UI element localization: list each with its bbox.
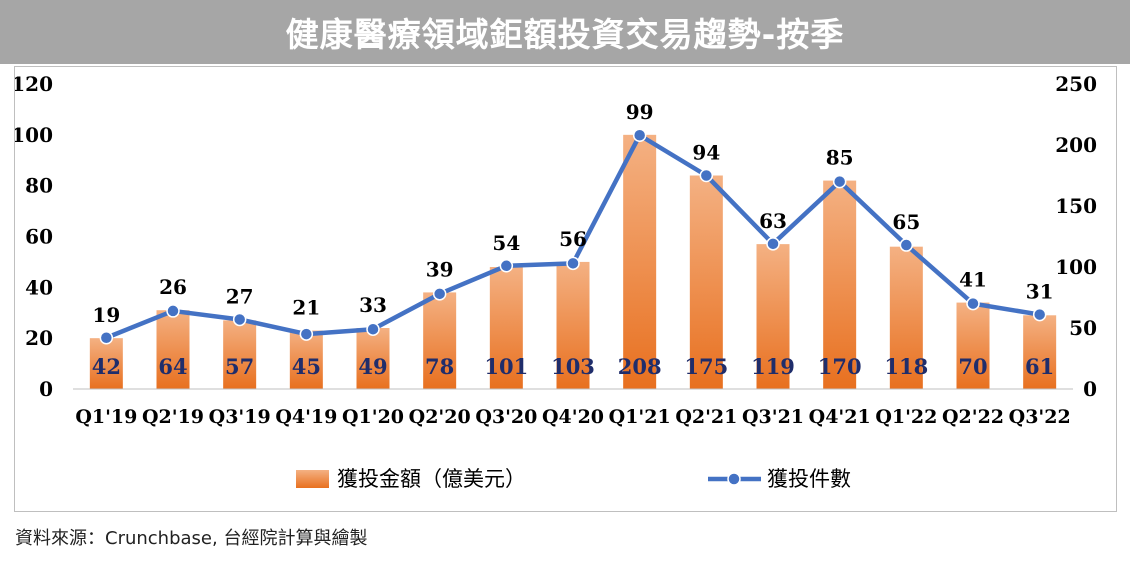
count-data-label: 42: [92, 354, 121, 379]
bar: [89, 338, 123, 389]
amount-data-label: 41: [959, 268, 987, 292]
x-tick-label: Q2'22: [942, 406, 1004, 428]
y-left-tick-label: 120: [15, 72, 53, 96]
count-data-label: 64: [158, 354, 187, 379]
y-left-tick-label: 80: [25, 174, 53, 198]
amount-data-label: 99: [626, 100, 654, 124]
bar: [356, 328, 390, 389]
amount-data-label: 27: [226, 284, 254, 308]
line-point: [699, 168, 714, 183]
chart-svg: 0 20 40 60 80 100 120 0 50 100 150 200 250 42 64 57 45 49…: [15, 72, 1097, 491]
y-left-tick-label: 0: [39, 377, 53, 401]
x-tick-label: Q3'19: [209, 406, 271, 428]
x-tick-label: Q1'19: [75, 406, 137, 428]
x-tick-label: Q1'22: [875, 406, 937, 428]
x-tick-label: Q3'21: [742, 406, 804, 428]
count-data-label: 45: [292, 354, 321, 379]
bar: [223, 320, 257, 389]
legend-swatch-point: [727, 472, 741, 486]
x-tick-label: Q1'21: [609, 406, 671, 428]
y-right-tick-label: 0: [1083, 377, 1097, 401]
bar: [623, 134, 657, 389]
amount-data-label: 63: [759, 209, 787, 233]
bar: [156, 310, 190, 389]
line-point: [232, 312, 247, 327]
amount-data-label: 26: [159, 275, 187, 299]
bar: [889, 246, 923, 389]
line-point: [166, 304, 180, 318]
count-data-label: 78: [425, 354, 454, 379]
count-data-label: 61: [1025, 354, 1054, 379]
line-point: [1032, 307, 1047, 322]
source-note: 資料來源：Crunchbase, 台經院計算與繪製: [15, 528, 368, 549]
y-right-tick-label: 100: [1055, 255, 1097, 279]
count-data-label: 175: [684, 354, 728, 379]
legend-label-line: 獲投件數: [767, 467, 851, 491]
chart-frame: 0 20 40 60 80 100 120 0 50 100 150 200 250 42 64 57 45 49…: [14, 66, 1117, 512]
bar: [1023, 315, 1057, 389]
amount-data-label: 31: [1026, 280, 1054, 304]
line-point: [99, 331, 114, 345]
line-point: [366, 322, 380, 336]
y-right-tick-label: 50: [1069, 316, 1097, 340]
line-point: [432, 287, 447, 301]
bar: [489, 267, 523, 389]
x-tick-label: Q4'19: [275, 406, 337, 428]
count-data-label: 170: [818, 354, 862, 379]
y-right-tick-label: 200: [1055, 133, 1097, 157]
line-point: [766, 237, 780, 251]
bar: [556, 261, 590, 389]
y-left-tick-label: 60: [25, 225, 53, 249]
amount-data-label: 56: [559, 227, 587, 251]
count-data-label: 208: [618, 354, 662, 379]
line-point: [832, 174, 847, 189]
legend-swatch-bar: [296, 470, 329, 488]
x-tick-label: Q2'19: [142, 406, 204, 428]
amount-data-label: 39: [426, 257, 454, 281]
count-data-label: 70: [958, 354, 987, 379]
amount-data-label: 19: [92, 303, 120, 327]
amount-data-label: 21: [292, 296, 320, 320]
amount-data-label: 94: [692, 141, 720, 165]
x-tick-label: Q1'20: [342, 406, 404, 428]
amount-data-label: 33: [359, 293, 387, 317]
x-tick-label: Q4'21: [809, 406, 871, 428]
line-point: [566, 256, 580, 271]
bar: [823, 180, 857, 389]
line-point: [299, 327, 314, 341]
amount-data-label: 54: [492, 231, 520, 255]
count-data-label: 119: [751, 354, 795, 379]
amount-data-label: 85: [826, 146, 854, 170]
bar: [423, 292, 457, 389]
x-tick-label: Q4'20: [542, 406, 604, 428]
line-point: [966, 296, 980, 311]
x-tick-label: Q3'22: [1009, 406, 1071, 428]
y-left-tick-label: 40: [25, 275, 53, 299]
x-tick-label: Q2'20: [409, 406, 471, 428]
bar: [756, 244, 790, 389]
count-data-label: 103: [551, 354, 595, 379]
y-left-tick-label: 20: [25, 326, 53, 350]
line-point: [632, 128, 647, 142]
bar: [956, 302, 990, 389]
amount-data-label: 65: [892, 210, 920, 234]
line-point: [499, 259, 514, 273]
x-tick-label: Q3'20: [475, 406, 537, 428]
count-data-label: 118: [884, 354, 928, 379]
y-right-tick-label: 150: [1055, 194, 1097, 218]
chart-title: 健康醫療領域鉅額投資交易趨勢-按季: [285, 15, 845, 54]
x-tick-label: Q2'21: [675, 406, 737, 428]
line-point: [899, 238, 914, 252]
y-left-tick-label: 100: [15, 123, 53, 147]
count-data-label: 57: [225, 354, 254, 379]
bar: [689, 175, 723, 389]
count-data-label: 101: [484, 354, 528, 379]
title-bar: 健康醫療領域鉅額投資交易趨勢-按季: [0, 0, 1130, 64]
y-right-tick-label: 250: [1055, 72, 1097, 96]
count-data-label: 49: [358, 354, 387, 379]
legend-label-bar: 獲投金額（億美元）: [337, 467, 526, 491]
